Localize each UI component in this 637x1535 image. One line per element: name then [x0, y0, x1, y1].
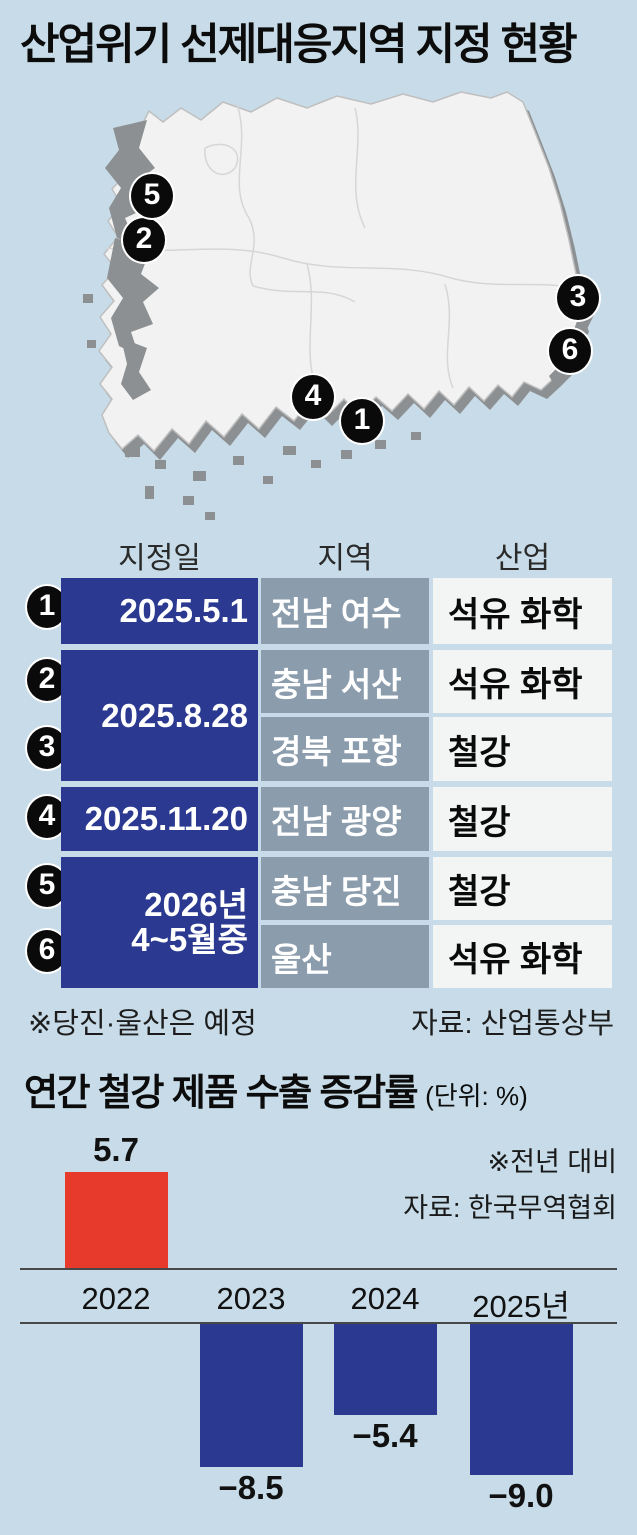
date-cell: 2025.5.1 — [61, 578, 258, 644]
island-cluster — [83, 294, 421, 520]
region-cell: 전남 광양 — [261, 787, 429, 851]
chart-title-text: 연간 철강 제품 수출 증감률 — [24, 1072, 419, 1113]
date-cell: 2025.8.28 — [61, 650, 258, 781]
bar-value-label: −9.0 — [488, 1477, 554, 1514]
lower-baseline — [20, 1322, 617, 1324]
x-tick-label: 2025년 — [472, 1289, 570, 1324]
region-cell: 경북 포항 — [261, 717, 429, 781]
chart-source: 자료: 한국무역협회 — [403, 1193, 617, 1223]
bar-2023 — [199, 1324, 303, 1467]
map-marker-1: 1 — [339, 397, 385, 445]
x-tick-label: 2022 — [81, 1281, 151, 1316]
chart-title: 연간 철강 제품 수출 증감률 (단위: %) — [24, 1062, 528, 1116]
chart-unit-label: (단위: %) — [425, 1081, 528, 1111]
table-footnote: ※당진·울산은 예정 — [28, 1008, 257, 1040]
industry-cell: 철강 — [433, 787, 612, 851]
industry-cell: 석유 화학 — [433, 650, 612, 713]
x-tick-label: 2024 — [350, 1281, 420, 1316]
map-marker-3: 3 — [555, 274, 601, 322]
map-marker-4: 4 — [290, 373, 336, 421]
map-marker-6: 6 — [547, 327, 593, 375]
x-tick-label: 2023 — [216, 1281, 286, 1316]
region-cell: 울산 — [261, 925, 429, 988]
region-cell: 전남 여수 — [261, 578, 429, 644]
zero-baseline — [20, 1268, 617, 1270]
date-cell: 2026년 4~5월중 — [61, 857, 258, 988]
table-source: 자료: 산업통상부 — [411, 1008, 614, 1040]
bar-2025년 — [469, 1324, 573, 1475]
date-cell: 2025.11.20 — [61, 787, 258, 851]
chart-note: ※전년 대비 — [487, 1147, 617, 1177]
korea-map — [83, 91, 594, 520]
industry-cell: 철강 — [433, 717, 612, 781]
region-cell: 충남 서산 — [261, 650, 429, 713]
map-marker-5: 5 — [129, 172, 175, 220]
column-header-region: 지역 — [317, 542, 373, 575]
bar-value-label: 5.7 — [93, 1131, 139, 1168]
bar-2024 — [333, 1324, 437, 1415]
bar-value-label: −5.4 — [352, 1417, 418, 1454]
bar-value-label: −8.5 — [218, 1469, 284, 1506]
column-header-date: 지정일 — [118, 542, 201, 575]
industry-cell: 석유 화학 — [433, 925, 612, 988]
bar-2022 — [64, 1172, 168, 1268]
map-marker-2: 2 — [121, 216, 167, 264]
industry-cell: 철강 — [433, 857, 612, 920]
column-header-industry: 산업 — [494, 542, 551, 575]
page-title: 산업위기 선제대응지역 지정 현황 — [20, 21, 578, 69]
industry-cell: 석유 화학 — [433, 578, 612, 644]
date-line: 4~5월중 — [131, 920, 248, 958]
date-line: 2026년 — [144, 885, 248, 923]
region-cell: 충남 당진 — [261, 857, 429, 920]
